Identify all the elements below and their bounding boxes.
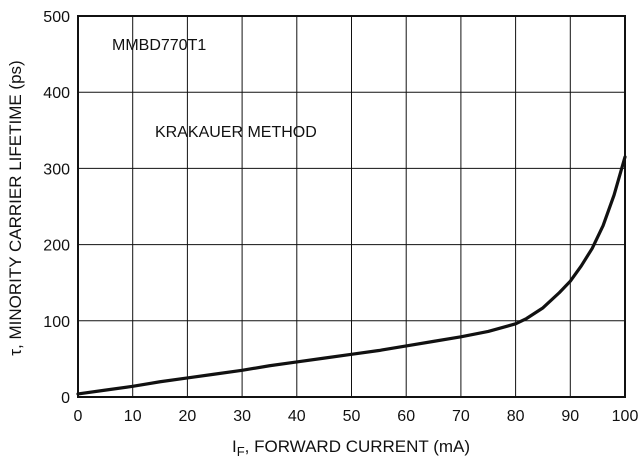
device-name-annotation: MMBD770T1 <box>112 37 206 54</box>
y-tick-label: 100 <box>43 314 70 331</box>
x-axis-title-rest: , FORWARD CURRENT (mA) <box>245 437 470 456</box>
x-tick-label: 60 <box>397 408 415 425</box>
series-layer <box>76 155 627 396</box>
x-tick-label: 20 <box>179 408 197 425</box>
x-tick-label: 40 <box>288 408 306 425</box>
y-axis-title-symbol: τ <box>6 349 25 356</box>
x-tick-label: 10 <box>124 408 142 425</box>
plot-frame <box>77 15 626 398</box>
y-tick-label: 0 <box>61 390 70 407</box>
x-axis-title-main: I <box>232 437 237 456</box>
y-tick-label: 300 <box>43 161 70 178</box>
method-annotation: KRAKAUER METHOD <box>155 124 317 141</box>
y-tick-label: 500 <box>43 9 70 26</box>
tick-labels: 0 10 20 30 40 50 60 70 80 90 100 0 100 200 300 400 500 <box>43 9 638 425</box>
annotations: MMBD770T1 KRAKAUER METHOD <box>112 37 317 141</box>
y-tick-label: 400 <box>43 85 70 102</box>
x-tick-label: 100 <box>612 408 639 425</box>
x-axis-title: IF, FORWARD CURRENT (mA) <box>232 437 470 459</box>
x-tick-label: 70 <box>452 408 470 425</box>
grid <box>77 15 626 398</box>
x-tick-label: 50 <box>343 408 361 425</box>
y-tick-label: 200 <box>43 238 70 255</box>
x-tick-label: 0 <box>74 408 83 425</box>
x-tick-label: 30 <box>233 408 251 425</box>
y-axis-title-rest: , MINORITY CARRIER LIFETIME (ps) <box>6 60 25 349</box>
x-tick-label: 80 <box>507 408 525 425</box>
x-tick-label: 90 <box>561 408 579 425</box>
x-axis-title-subscript: F <box>237 444 245 459</box>
y-axis-title: τ, MINORITY CARRIER LIFETIME (ps) <box>6 60 25 355</box>
series-line <box>76 155 627 396</box>
